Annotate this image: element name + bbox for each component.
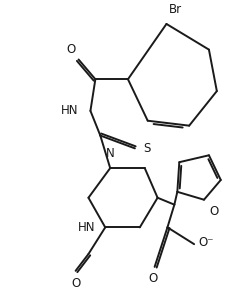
- Text: HN: HN: [61, 104, 79, 117]
- Text: HN: HN: [78, 221, 95, 234]
- Text: O⁻: O⁻: [198, 236, 214, 249]
- Text: O: O: [148, 272, 157, 285]
- Text: S: S: [143, 142, 150, 155]
- Text: O: O: [66, 42, 76, 56]
- Text: O: O: [209, 205, 218, 218]
- Text: Br: Br: [168, 3, 182, 16]
- Text: N: N: [106, 147, 115, 160]
- Text: O: O: [71, 277, 80, 290]
